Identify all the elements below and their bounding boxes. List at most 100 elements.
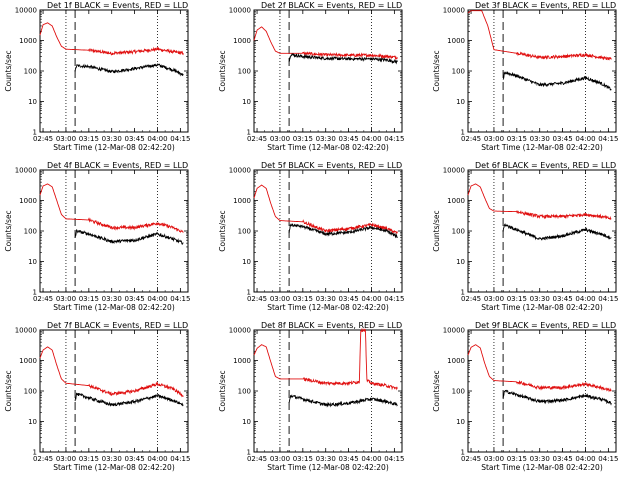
x-tick-label: 03:30 xyxy=(316,135,336,143)
x-tick-label: 03:15 xyxy=(507,135,527,143)
y-axis-label: Counts/sec xyxy=(218,370,227,411)
y-axis-label: Counts/sec xyxy=(218,210,227,251)
panel-title: Det 2f BLACK = Events, RED = LLD xyxy=(261,1,402,10)
x-tick-label: 04:00 xyxy=(575,295,595,303)
y-tick-label: 1000 xyxy=(19,37,37,45)
x-tick-label: 03:15 xyxy=(79,455,99,463)
y-tick-label: 10000 xyxy=(443,167,465,175)
x-axis-label: Start Time (12-Mar-08 02:42:20) xyxy=(267,303,389,312)
x-tick-label: 04:15 xyxy=(170,295,190,303)
y-tick-label: 1 xyxy=(33,449,37,457)
x-tick-label: 04:00 xyxy=(361,135,381,143)
y-tick-label: 1000 xyxy=(447,197,465,205)
x-tick-label: 03:45 xyxy=(339,295,359,303)
y-axis-label: Counts/sec xyxy=(4,370,13,411)
x-tick-label: 03:30 xyxy=(102,295,122,303)
y-axis-label: Counts/sec xyxy=(4,210,13,251)
series-line-red xyxy=(253,26,398,61)
y-axis-label: Counts/sec xyxy=(218,50,227,91)
x-tick-label: 03:00 xyxy=(270,455,290,463)
x-axis-label: Start Time (12-Mar-08 02:42:20) xyxy=(481,303,603,312)
y-tick-label: 10000 xyxy=(15,7,37,15)
series-line-black xyxy=(502,70,612,91)
x-tick-label: 03:00 xyxy=(56,135,76,143)
panel-det-4: Det 4f BLACK = Events, RED = LLD 1 10 100 10… xyxy=(4,161,190,312)
y-tick-label: 10 xyxy=(242,418,251,426)
x-tick-label: 02:45 xyxy=(247,135,267,143)
x-tick-label: 04:15 xyxy=(384,135,404,143)
series-line-red xyxy=(253,184,398,234)
y-tick-label: 1 xyxy=(247,289,251,297)
y-tick-label: 10000 xyxy=(229,7,251,15)
x-axis-label: Start Time (12-Mar-08 02:42:20) xyxy=(53,303,175,312)
x-axis-label: Start Time (12-Mar-08 02:42:20) xyxy=(481,463,603,472)
y-tick-label: 100 xyxy=(24,68,37,76)
plot-frame xyxy=(39,169,189,293)
x-tick-label: 03:00 xyxy=(270,135,290,143)
series-line-black xyxy=(74,63,184,77)
panel-title: Det 1f BLACK = Events, RED = LLD xyxy=(47,1,188,10)
x-tick-label: 03:00 xyxy=(270,295,290,303)
series-line-red xyxy=(39,183,184,233)
y-tick-label: 1000 xyxy=(233,357,251,365)
y-tick-label: 10000 xyxy=(443,7,465,15)
x-tick-label: 04:15 xyxy=(170,135,190,143)
series-line-black xyxy=(74,392,184,407)
series-line-red xyxy=(39,22,184,56)
panel-det-8: Det 8f BLACK = Events, RED = LLD 1 10 100 10… xyxy=(218,321,404,472)
plot-frame xyxy=(253,329,403,453)
x-tick-label: 03:45 xyxy=(125,135,145,143)
panel-det-3: Det 3f BLACK = Events, RED = LLD 1 10 100 10… xyxy=(432,1,618,152)
series-line-red xyxy=(467,10,612,61)
x-tick-label: 02:45 xyxy=(33,455,53,463)
y-tick-label: 1 xyxy=(247,129,251,137)
y-tick-label: 1000 xyxy=(447,357,465,365)
x-tick-label: 03:15 xyxy=(507,455,527,463)
y-tick-label: 10 xyxy=(456,418,465,426)
x-tick-label: 03:15 xyxy=(507,295,527,303)
x-tick-label: 03:45 xyxy=(339,135,359,143)
y-tick-label: 100 xyxy=(238,228,251,236)
x-tick-label: 03:45 xyxy=(125,455,145,463)
panel-det-5: Det 5f BLACK = Events, RED = LLD 1 10 100 10… xyxy=(218,161,404,312)
x-tick-label: 04:00 xyxy=(361,455,381,463)
x-tick-label: 03:30 xyxy=(530,295,550,303)
x-tick-label: 04:00 xyxy=(147,455,167,463)
series-line-red xyxy=(467,183,612,221)
x-tick-label: 04:15 xyxy=(598,295,618,303)
x-tick-label: 02:45 xyxy=(461,295,481,303)
x-tick-label: 03:15 xyxy=(293,295,313,303)
x-tick-label: 03:30 xyxy=(316,455,336,463)
series-line-black xyxy=(288,223,398,239)
x-tick-label: 04:00 xyxy=(147,135,167,143)
y-tick-label: 100 xyxy=(24,228,37,236)
plot-frame xyxy=(467,9,617,133)
x-tick-label: 03:00 xyxy=(484,135,504,143)
y-tick-label: 1 xyxy=(461,129,465,137)
panel-title: Det 5f BLACK = Events, RED = LLD xyxy=(261,161,402,170)
y-tick-label: 1000 xyxy=(19,357,37,365)
x-tick-label: 03:00 xyxy=(484,295,504,303)
x-tick-label: 04:15 xyxy=(598,455,618,463)
x-axis-label: Start Time (12-Mar-08 02:42:20) xyxy=(53,463,175,472)
y-tick-label: 1000 xyxy=(233,37,251,45)
x-tick-label: 03:30 xyxy=(102,135,122,143)
x-tick-label: 03:30 xyxy=(316,295,336,303)
y-tick-label: 10000 xyxy=(229,167,251,175)
x-tick-label: 03:45 xyxy=(125,295,145,303)
y-tick-label: 10 xyxy=(242,258,251,266)
x-tick-label: 02:45 xyxy=(33,135,53,143)
panel-title: Det 7f BLACK = Events, RED = LLD xyxy=(47,321,188,330)
panel-title: Det 8f BLACK = Events, RED = LLD xyxy=(261,321,402,330)
x-tick-label: 03:45 xyxy=(553,295,573,303)
panel-det-7: Det 7f BLACK = Events, RED = LLD 1 10 100 10… xyxy=(4,321,190,472)
x-tick-label: 03:15 xyxy=(293,135,313,143)
x-axis-label: Start Time (12-Mar-08 02:42:20) xyxy=(481,143,603,152)
x-tick-label: 04:00 xyxy=(361,295,381,303)
x-tick-label: 03:30 xyxy=(530,455,550,463)
x-tick-label: 03:45 xyxy=(553,135,573,143)
y-tick-label: 100 xyxy=(452,228,465,236)
x-tick-label: 04:00 xyxy=(575,455,595,463)
y-axis-label: Counts/sec xyxy=(432,370,441,411)
x-tick-label: 03:30 xyxy=(102,455,122,463)
